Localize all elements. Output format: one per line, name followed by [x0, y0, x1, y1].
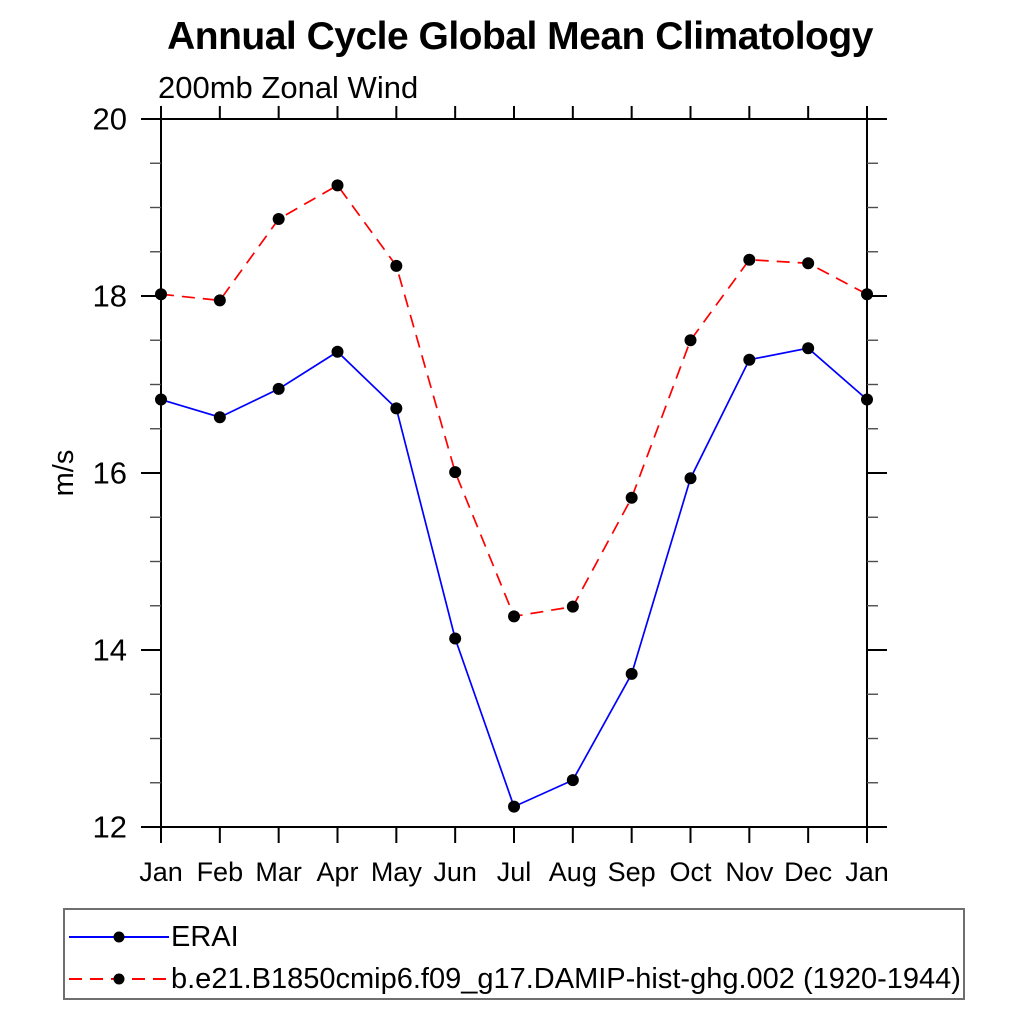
data-point-marker — [213, 411, 226, 424]
data-point-marker — [508, 610, 520, 623]
x-tick-label: Feb — [197, 857, 244, 887]
y-tick-label: 12 — [93, 810, 127, 845]
data-point-marker — [272, 213, 285, 226]
x-tick-label: Aug — [549, 857, 597, 887]
chart-subtitle: 200mb Zonal Wind — [158, 70, 419, 105]
data-point-marker — [390, 259, 403, 272]
y-tick-label: 18 — [93, 279, 127, 314]
data-point-marker — [861, 288, 873, 301]
data-point-marker — [684, 334, 697, 347]
legend-line-sample — [69, 973, 169, 985]
x-tick-label: Apr — [316, 857, 358, 887]
x-tick-label: May — [371, 857, 423, 887]
data-point-marker — [566, 600, 579, 613]
data-point-marker — [508, 800, 520, 813]
y-tick-label: 16 — [93, 456, 127, 491]
y-axis-label: m/s — [48, 450, 80, 497]
data-point-marker — [625, 667, 638, 680]
x-tick-label: Jan — [139, 857, 183, 887]
data-point-marker — [861, 393, 873, 406]
data-point-marker — [155, 288, 167, 301]
data-point-marker — [802, 257, 815, 270]
data-point-marker — [390, 402, 403, 415]
legend-marker-dot — [113, 973, 125, 985]
y-tick-label: 20 — [93, 102, 127, 137]
data-point-marker — [449, 466, 462, 479]
y-tick-label: 14 — [93, 633, 127, 668]
data-point-marker — [213, 294, 226, 307]
data-point-marker — [743, 253, 756, 266]
x-tick-label: Nov — [725, 857, 774, 887]
x-tick-label: Dec — [784, 857, 832, 887]
x-tick-label: Jan — [845, 857, 889, 887]
legend-entry-label: b.e21.B1850cmip6.f09_g17.DAMIP-hist-ghg.… — [171, 963, 961, 995]
legend-box: ERAI b.e21.B1850cmip6.f09_g17.DAMIP-hist-… — [63, 908, 965, 1000]
data-point-marker — [566, 774, 579, 787]
data-point-marker — [449, 632, 462, 645]
series-line-0 — [160, 347, 868, 808]
x-tick-label: Oct — [669, 857, 712, 887]
data-point-marker — [155, 393, 167, 406]
data-point-marker — [802, 342, 815, 355]
series-line-1 — [160, 184, 868, 618]
data-point-marker — [743, 353, 756, 366]
x-tick-label: Sep — [608, 857, 656, 887]
data-point-marker — [331, 345, 344, 358]
x-tick-label: Mar — [255, 857, 302, 887]
x-tick-label: Jul — [497, 857, 532, 887]
legend-marker-dot — [113, 931, 125, 943]
legend-line-sample — [69, 931, 169, 943]
data-point-marker — [331, 179, 344, 192]
axis-frame — [160, 118, 868, 828]
data-point-marker — [272, 382, 285, 395]
legend-entry-label: ERAI — [171, 921, 239, 953]
x-tick-label: Jun — [433, 857, 477, 887]
chart-title: Annual Cycle Global Mean Climatology — [167, 15, 873, 58]
data-point-marker — [684, 472, 697, 485]
data-point-marker — [625, 491, 638, 504]
